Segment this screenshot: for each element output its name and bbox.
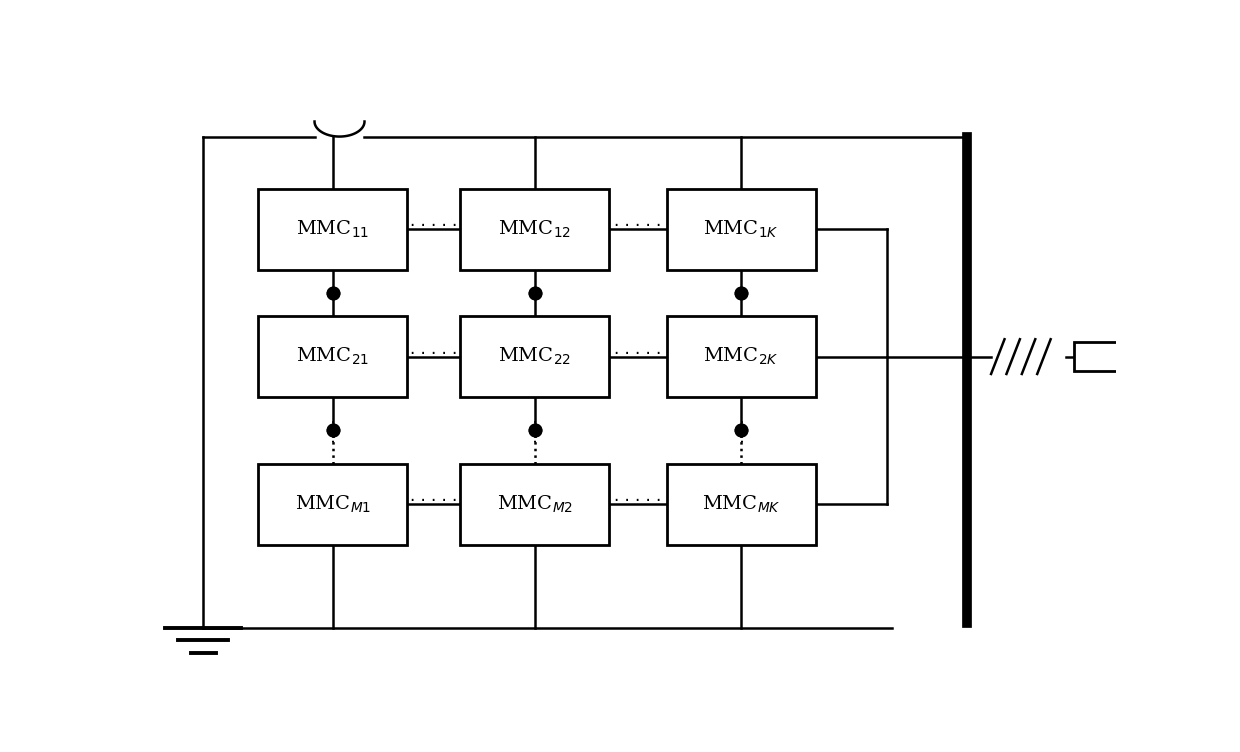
Bar xyxy=(258,189,407,270)
Text: MMC$_{M2}$: MMC$_{M2}$ xyxy=(496,493,573,515)
Text: · · · · ·: · · · · · xyxy=(614,493,661,511)
Text: · · ·: · · · xyxy=(329,418,343,443)
Text: MMC$_{MK}$: MMC$_{MK}$ xyxy=(702,493,780,515)
Text: MMC$_{2K}$: MMC$_{2K}$ xyxy=(703,346,779,367)
Text: MMC$_{21}$: MMC$_{21}$ xyxy=(296,346,370,367)
Text: · · · · ·: · · · · · xyxy=(410,344,458,362)
Text: MMC$_{12}$: MMC$_{12}$ xyxy=(498,219,572,240)
Bar xyxy=(258,316,407,397)
Bar xyxy=(258,464,407,544)
Text: · · ·: · · · xyxy=(737,418,751,443)
Text: · · · · ·: · · · · · xyxy=(614,344,661,362)
Bar xyxy=(460,189,609,270)
Bar xyxy=(667,189,816,270)
Text: MMC$_{M1}$: MMC$_{M1}$ xyxy=(295,493,371,515)
Text: · · · · ·: · · · · · xyxy=(614,217,661,235)
Bar xyxy=(667,464,816,544)
Bar xyxy=(667,316,816,397)
Text: · · ·: · · · xyxy=(529,418,544,443)
Text: · · · · ·: · · · · · xyxy=(410,493,458,511)
Text: MMC$_{1K}$: MMC$_{1K}$ xyxy=(703,219,779,240)
Bar xyxy=(460,464,609,544)
Text: MMC$_{11}$: MMC$_{11}$ xyxy=(296,219,370,240)
Bar xyxy=(1074,342,1143,371)
Text: MMC$_{22}$: MMC$_{22}$ xyxy=(498,346,572,367)
Text: · · · · ·: · · · · · xyxy=(410,217,458,235)
Bar xyxy=(460,316,609,397)
